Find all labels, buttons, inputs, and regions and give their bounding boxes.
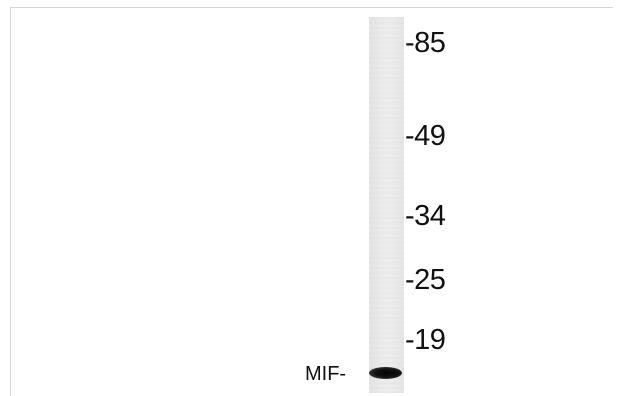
marker-label-34: -34 [405, 200, 446, 232]
protein-band [369, 367, 402, 379]
blot-lane [369, 17, 404, 393]
marker-label-85: -85 [405, 27, 446, 59]
band-label: MIF- [305, 363, 347, 385]
marker-label-25: -25 [405, 264, 446, 296]
frame-top-border [10, 7, 613, 8]
frame-left-border [10, 7, 11, 396]
marker-label-49: -49 [405, 120, 446, 152]
blot-lane-texture [369, 17, 404, 393]
marker-label-19: -19 [405, 324, 446, 356]
